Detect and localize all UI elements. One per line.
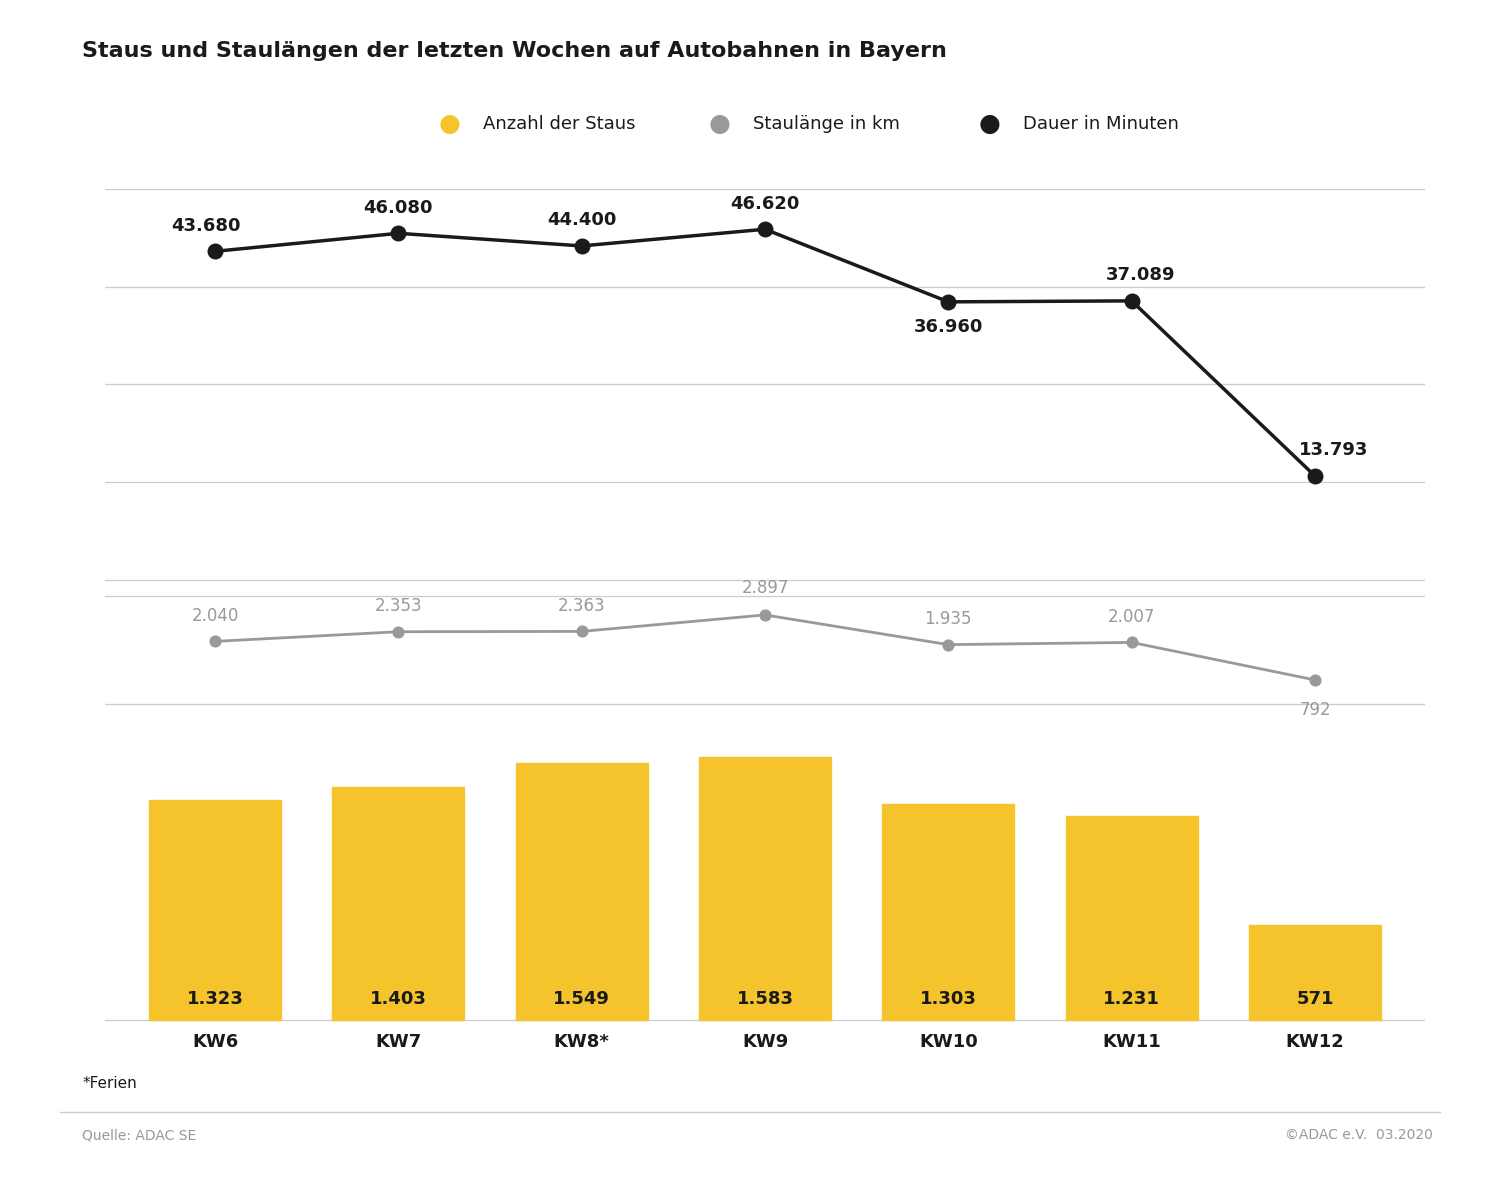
Text: 1.303: 1.303 <box>920 990 976 1008</box>
Point <box>387 622 411 641</box>
Text: 1.323: 1.323 <box>186 990 243 1008</box>
Text: 1.231: 1.231 <box>1102 990 1160 1008</box>
Point <box>202 242 226 261</box>
Text: KW12: KW12 <box>1286 1032 1344 1051</box>
Text: KW10: KW10 <box>920 1032 978 1051</box>
Text: 2.353: 2.353 <box>375 597 422 615</box>
Text: Dauer in Minuten: Dauer in Minuten <box>1023 114 1179 133</box>
Point <box>1119 291 1143 310</box>
Text: 46.080: 46.080 <box>363 198 434 217</box>
Point <box>753 219 777 238</box>
Text: 46.620: 46.620 <box>730 195 800 212</box>
Text: 37.089: 37.089 <box>1106 267 1176 284</box>
Text: ●: ● <box>440 112 460 136</box>
Text: Quelle: ADAC SE: Quelle: ADAC SE <box>82 1128 196 1142</box>
Point <box>1119 632 1143 651</box>
Point <box>570 236 594 255</box>
Bar <box>882 804 1014 1021</box>
Text: 2.897: 2.897 <box>741 578 789 597</box>
Text: 44.400: 44.400 <box>548 211 616 229</box>
Point <box>202 632 226 651</box>
Text: KW8*: KW8* <box>554 1032 609 1051</box>
Text: ©ADAC e.V.  03.2020: ©ADAC e.V. 03.2020 <box>1284 1128 1432 1142</box>
Bar <box>148 800 280 1021</box>
Text: KW9: KW9 <box>742 1032 788 1051</box>
Point <box>1304 466 1328 485</box>
Text: 1.403: 1.403 <box>370 990 427 1008</box>
Text: KW7: KW7 <box>375 1032 422 1051</box>
Text: 1.583: 1.583 <box>736 990 794 1008</box>
Text: 1.935: 1.935 <box>924 610 972 628</box>
Bar <box>699 758 831 1021</box>
Text: 571: 571 <box>1296 990 1334 1008</box>
Text: KW6: KW6 <box>192 1032 238 1051</box>
Point <box>936 293 960 312</box>
Text: 2.363: 2.363 <box>558 597 606 615</box>
Text: 36.960: 36.960 <box>914 319 982 336</box>
Point <box>936 635 960 654</box>
Point <box>753 605 777 624</box>
Point <box>387 224 411 243</box>
Text: 792: 792 <box>1299 701 1330 719</box>
Text: Anzahl der Staus: Anzahl der Staus <box>483 114 636 133</box>
Text: *Ferien: *Ferien <box>82 1076 138 1092</box>
Point <box>1304 670 1328 689</box>
Text: 2.040: 2.040 <box>192 607 238 624</box>
Text: Staus und Staulängen der letzten Wochen auf Autobahnen in Bayern: Staus und Staulängen der letzten Wochen … <box>82 41 948 61</box>
Point <box>570 622 594 641</box>
Bar <box>516 762 648 1021</box>
Text: KW11: KW11 <box>1102 1032 1161 1051</box>
Text: 43.680: 43.680 <box>171 217 240 235</box>
Text: Staulänge in km: Staulänge in km <box>753 114 900 133</box>
Text: 1.549: 1.549 <box>554 990 610 1008</box>
Text: ●: ● <box>710 112 730 136</box>
Text: ●: ● <box>980 112 1000 136</box>
Bar <box>1250 925 1382 1021</box>
Text: 2.007: 2.007 <box>1108 608 1155 625</box>
Bar <box>333 787 465 1021</box>
Text: 13.793: 13.793 <box>1299 441 1368 459</box>
Bar <box>1065 815 1197 1021</box>
